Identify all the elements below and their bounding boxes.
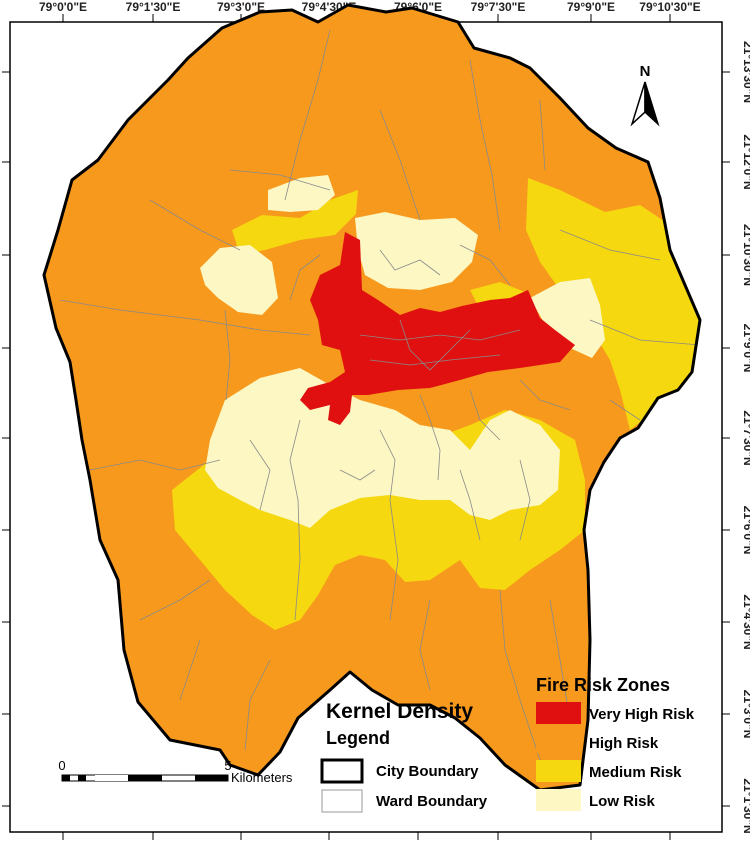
tick-label-top-0: 79°0'0"E	[39, 0, 87, 14]
scale-end-label: 5	[224, 758, 231, 773]
tick-label-right-1: 21°12'0"N	[741, 134, 750, 189]
top-graticule: 79°0'0"E 79°1'30"E 79°3'0"E 79°4'30"E 79…	[39, 0, 701, 22]
scale-unit-label: Kilometers	[231, 770, 293, 785]
north-arrow-label: N	[640, 63, 651, 80]
tick-label-right-6: 21°4'30"N	[741, 594, 750, 649]
tick-label-top-5: 79°7'30"E	[471, 0, 526, 14]
medium-risk-label: Medium Risk	[589, 764, 682, 781]
ward-boundaries	[59, 29, 700, 761]
low-risk-swatch	[536, 789, 581, 811]
scale-start-label: 0	[58, 758, 65, 773]
tick-label-top-2: 79°3'0"E	[217, 0, 265, 14]
fire-legend-title: Fire Risk Zones	[536, 675, 670, 695]
right-graticule: 21°13'30"N 21°12'0"N 21°10'30"N 21°9'0"N…	[722, 41, 750, 834]
kernel-legend-title: Kernel Density	[326, 700, 473, 723]
tick-label-right-5: 21°6'0"N	[741, 506, 750, 555]
tick-label-right-7: 21°3'0"N	[741, 690, 750, 739]
low-risk-zone-east	[530, 278, 605, 358]
north-arrow: N	[630, 63, 660, 127]
city-boundary-label: City Boundary	[376, 763, 479, 780]
ward-boundary-label: Ward Boundary	[376, 793, 488, 810]
very-high-risk-swatch	[536, 702, 581, 724]
kernel-density-legend: Kernel Density Legend City Boundary Ward…	[320, 700, 488, 813]
low-risk-label: Low Risk	[589, 793, 656, 810]
tick-label-right-4: 21°7'30"N	[741, 410, 750, 465]
tick-label-top-6: 79°9'0"E	[567, 0, 615, 14]
very-high-risk-label: Very High Risk	[589, 706, 695, 723]
tick-label-right-2: 21°10'30"N	[741, 224, 750, 286]
kernel-legend-subtitle: Legend	[326, 728, 390, 748]
city-boundary-swatch	[320, 758, 364, 784]
fire-risk-legend: Fire Risk Zones Very High Risk High Risk…	[536, 675, 695, 811]
tick-label-right-3: 21°9'0"N	[741, 324, 750, 373]
scale-bar: 0 5 Kilometers	[58, 758, 293, 785]
tick-label-top-1: 79°1'30"E	[126, 0, 181, 14]
city-boundary	[42, 3, 702, 792]
tick-label-right-0: 21°13'30"N	[741, 41, 750, 103]
high-risk-label: High Risk	[589, 735, 659, 752]
bottom-graticule	[62, 832, 671, 840]
ward-boundary-swatch	[321, 789, 363, 813]
low-risk-zone-northwest-2	[200, 245, 278, 315]
left-graticule	[2, 71, 10, 807]
medium-risk-zone-north	[232, 190, 358, 255]
medium-risk-zone-east	[526, 178, 700, 430]
low-risk-zone-north	[355, 212, 478, 290]
high-risk-swatch	[536, 731, 581, 753]
tick-label-top-7: 79°10'30"E	[639, 0, 700, 14]
medium-risk-swatch	[536, 760, 581, 782]
tick-label-right-8: 21°1'30"N	[741, 778, 750, 833]
low-risk-zone-south	[205, 368, 560, 528]
very-high-risk-zone	[300, 232, 575, 425]
low-risk-zone-northwest-1	[268, 175, 335, 212]
